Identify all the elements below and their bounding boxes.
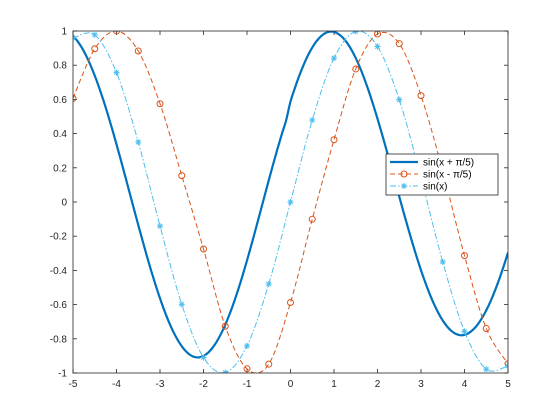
x-tick-label-7: 2 xyxy=(375,379,381,390)
point-s3-14 xyxy=(374,43,381,50)
point-s2-20 xyxy=(504,360,508,368)
x-tick-label-6: 1 xyxy=(331,379,337,390)
point-s2-18 xyxy=(461,252,468,260)
legend-entry-3: sin(x) xyxy=(390,182,447,193)
point-s3-7 xyxy=(222,369,229,373)
x-tick-label-2: -3 xyxy=(156,379,165,390)
series-line-1 xyxy=(73,31,508,359)
point-s2-6 xyxy=(200,245,207,253)
x-tick-label-10: 5 xyxy=(505,379,511,390)
point-s3-15 xyxy=(396,96,403,103)
point-s3-6 xyxy=(200,354,207,361)
series-line-2 xyxy=(73,31,508,373)
x-tick-label-1: -4 xyxy=(112,379,121,390)
series-1 xyxy=(73,31,508,359)
point-s2-5 xyxy=(178,172,186,180)
point-s3-17 xyxy=(439,258,446,265)
legend-entry-1: sin(x + π/5) xyxy=(390,158,474,169)
point-s2-8 xyxy=(243,365,251,373)
y-tick-label-5: 0 xyxy=(61,198,67,209)
y-tick-label-0: -1 xyxy=(58,369,67,380)
x-tick-label-9: 4 xyxy=(462,379,468,390)
y-tick-label-7: 0.4 xyxy=(53,129,67,140)
legend-label-2: sin(x - π/5) xyxy=(423,170,472,181)
y-tick-label-4: -0.2 xyxy=(50,232,68,243)
point-s2-0 xyxy=(73,94,77,102)
legend-label-3: sin(x) xyxy=(423,182,447,193)
point-s3-0 xyxy=(73,35,76,42)
x-tick-label-5: 0 xyxy=(288,379,294,390)
point-s2-1 xyxy=(91,45,99,53)
point-s2-16 xyxy=(417,92,425,100)
point-s3-8 xyxy=(244,342,250,349)
point-s2-15 xyxy=(395,40,403,48)
point-s3-2 xyxy=(113,69,120,76)
x-tick-label-8: 3 xyxy=(418,379,424,390)
point-s3-12 xyxy=(331,55,337,62)
point-s3-20 xyxy=(505,362,508,369)
point-s3-10 xyxy=(287,199,294,205)
point-s2-3 xyxy=(134,47,142,55)
y-tick-label-3: -0.4 xyxy=(50,266,68,277)
axes: -5 -4 -3 -2 -1 0 1 2 3 4 5 -1 -0.8 -0.6 -0.4 -0.2 0 0.2 0.… xyxy=(50,27,511,391)
point-s2-7 xyxy=(221,322,229,330)
series-2 xyxy=(73,31,508,373)
point-s2-9 xyxy=(265,360,273,368)
y-tick-label-8: 0.6 xyxy=(53,95,67,106)
y-tick-label-1: -0.8 xyxy=(50,334,68,345)
legend-label-1: sin(x + π/5) xyxy=(423,158,474,169)
series-layer xyxy=(73,31,508,373)
point-s3-19 xyxy=(483,366,490,373)
legend-marker-2 xyxy=(400,170,408,178)
point-s3-13 xyxy=(352,31,359,35)
x-tick-label-4: -1 xyxy=(243,379,252,390)
point-s3-9 xyxy=(265,280,272,287)
legend-marker-3 xyxy=(401,183,407,189)
legend-box xyxy=(385,153,499,196)
point-s2-11 xyxy=(308,215,316,223)
point-s3-5 xyxy=(178,301,185,308)
plot-frame xyxy=(72,30,509,374)
point-s2-19 xyxy=(482,324,490,332)
point-s2-4 xyxy=(156,100,164,108)
legend: sin(x + π/5) sin(x - π/5) sin(x) xyxy=(385,153,499,196)
legend-entry-2: sin(x - π/5) xyxy=(390,170,472,181)
point-s3-1 xyxy=(91,31,98,38)
point-s3-18 xyxy=(461,328,468,335)
point-s3-11 xyxy=(309,117,316,124)
y-tick-label-6: 0.2 xyxy=(53,163,67,174)
y-tick-label-2: -0.6 xyxy=(50,300,68,311)
point-s2-10 xyxy=(287,299,294,307)
y-tick-label-9: 0.8 xyxy=(53,61,67,72)
point-s2-13 xyxy=(352,65,360,73)
point-s3-3 xyxy=(135,139,142,146)
x-tick-label-3: -2 xyxy=(199,379,208,390)
point-s2-12 xyxy=(330,136,338,144)
y-tick-label-10: 1 xyxy=(61,27,67,38)
x-tick-label-0: -5 xyxy=(69,379,78,390)
point-s3-4 xyxy=(157,223,163,230)
